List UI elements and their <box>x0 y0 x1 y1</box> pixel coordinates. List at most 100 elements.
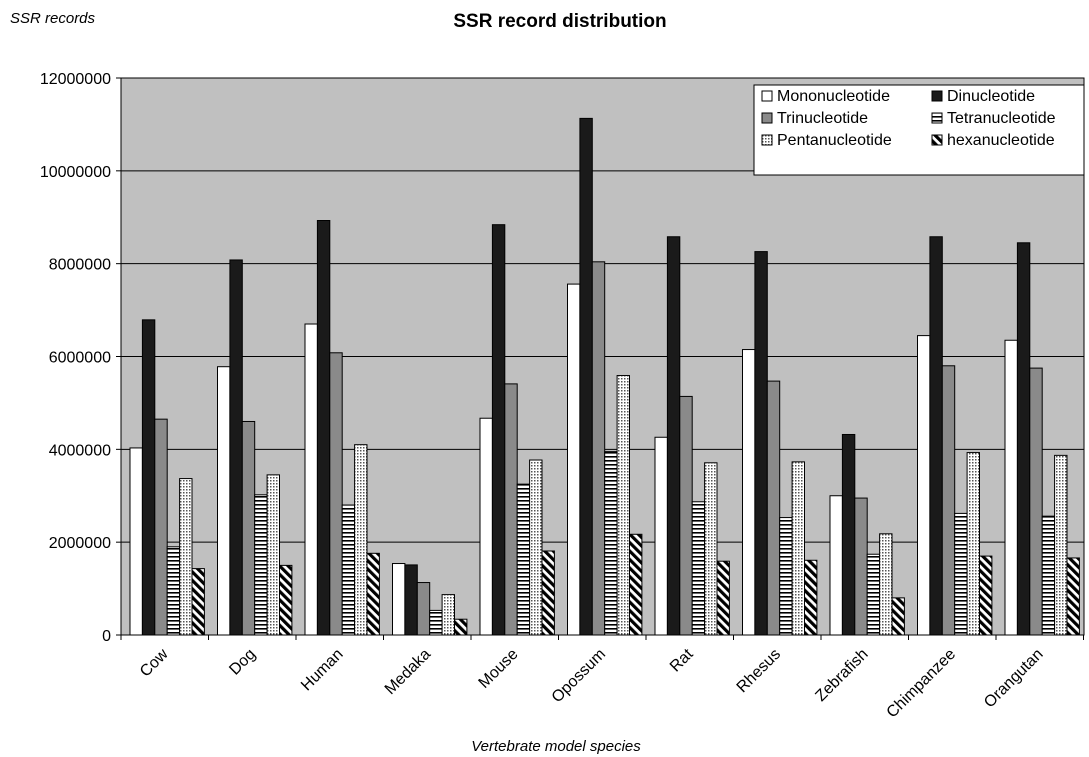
bar-orangutan-tetranucleotide <box>1041 515 1056 636</box>
bar-cow-pentanucleotide <box>179 478 193 636</box>
legend-box <box>753 84 1085 176</box>
x-tick-label-rat: Rat <box>667 645 697 675</box>
legend-label-dinucleotide: Dinucleotide <box>947 88 1035 105</box>
x-tick-label-human: Human <box>298 646 346 694</box>
bar-cow-hexanucleotide <box>191 568 205 636</box>
y-tick-label: 8000000 <box>49 257 111 274</box>
bar-medaka-mononucleotide <box>392 563 406 636</box>
bar-opossum-mononucleotide <box>567 283 581 636</box>
legend-swatch-pentanucleotide <box>761 134 773 146</box>
bar-mouse-trinucleotide <box>504 383 518 636</box>
legend-swatch-dinucleotide <box>931 90 943 102</box>
bars <box>129 117 1080 636</box>
bar-zebrafish-trinucleotide <box>854 497 868 636</box>
x-tick-label-dog: Dog <box>226 646 259 679</box>
x-tick-label-mouse: Mouse <box>476 646 522 692</box>
bar-human-dinucleotide <box>316 220 331 636</box>
bar-zebrafish-dinucleotide <box>841 433 856 636</box>
bar-orangutan-dinucleotide <box>1016 242 1031 636</box>
y-tick-label: 2000000 <box>49 535 111 552</box>
x-ticks: Cow Dog Human Medaka Mouse Opossum Rat Rhesus Ze… <box>120 635 1084 722</box>
x-tick-label-cow: Cow <box>137 645 172 680</box>
legend-swatch-trinucleotide <box>761 112 773 124</box>
bar-cow-trinucleotide <box>154 418 168 636</box>
x-tick-label-chimpanzee: Chimpanzee <box>884 646 960 722</box>
x-axis-label: Vertebrate model species <box>471 738 641 755</box>
bar-zebrafish-tetranucleotide <box>866 553 881 636</box>
x-tick-label-opossum: Opossum <box>549 646 609 706</box>
legend-label-mononucleotide: Mononucleotide <box>777 88 890 105</box>
x-tick-label-medaka: Medaka <box>382 646 434 698</box>
bar-cow-dinucleotide <box>141 319 156 636</box>
bar-chimpanzee-hexanucleotide <box>979 555 993 636</box>
legend-swatch-hexanucleotide <box>931 134 943 146</box>
bar-zebrafish-hexanucleotide <box>891 597 905 636</box>
bar-medaka-trinucleotide <box>416 582 431 636</box>
x-tick-label-zebrafish: Zebrafish <box>812 646 871 705</box>
y-tick-label: 4000000 <box>49 442 111 459</box>
x-tick-label-orangutan: Orangutan <box>981 646 1046 711</box>
y-tick-label: 6000000 <box>49 350 111 367</box>
bar-medaka-tetranucleotide <box>429 609 443 636</box>
legend-swatch-mononucleotide <box>761 90 773 102</box>
y-tick-label: 10000000 <box>40 164 111 181</box>
bar-mouse-pentanucleotide <box>529 459 543 636</box>
bar-dog-dinucleotide <box>229 259 243 636</box>
bar-rhesus-hexanucleotide <box>804 559 818 636</box>
bar-rat-trinucleotide <box>679 395 693 636</box>
y-axis-label: SSR records <box>10 10 96 27</box>
bar-human-mononucleotide <box>304 323 318 636</box>
x-tick-label-rhesus: Rhesus <box>734 646 784 696</box>
bar-human-trinucleotide <box>329 352 343 636</box>
bar-human-tetranucleotide <box>341 504 356 636</box>
bar-human-hexanucleotide <box>366 552 380 636</box>
bar-mouse-mononucleotide <box>479 417 493 636</box>
bar-rhesus-dinucleotide <box>754 251 768 636</box>
bar-rhesus-pentanucleotide <box>791 461 805 636</box>
bar-rhesus-mononucleotide <box>742 349 756 636</box>
legend-label-hexanucleotide: hexanucleotide <box>947 132 1055 149</box>
bar-opossum-hexanucleotide <box>629 533 643 636</box>
bar-opossum-trinucleotide <box>591 261 606 636</box>
bar-zebrafish-mononucleotide <box>829 495 843 636</box>
y-ticks: 0 2000000 4000000 6000000 8000000 10000000 120… <box>40 71 121 645</box>
bar-orangutan-mononucleotide <box>1004 339 1018 636</box>
legend-label-trinucleotide: Trinucleotide <box>777 110 868 127</box>
bar-rat-tetranucleotide <box>691 501 706 636</box>
bar-rat-pentanucleotide <box>704 462 718 636</box>
bar-mouse-tetranucleotide <box>516 483 531 636</box>
bar-opossum-dinucleotide <box>579 117 593 636</box>
bar-dog-tetranucleotide <box>254 494 268 636</box>
bar-orangutan-pentanucleotide <box>1054 454 1068 636</box>
bar-medaka-dinucleotide <box>404 564 418 636</box>
bar-orangutan-hexanucleotide <box>1066 557 1080 636</box>
legend: Mononucleotide Dinucleotide Trinucleotide T… <box>753 84 1085 176</box>
bar-human-pentanucleotide <box>354 444 368 636</box>
legend-swatch-tetranucleotide <box>931 112 943 124</box>
y-tick-label: 12000000 <box>40 71 111 88</box>
bar-rat-dinucleotide <box>666 236 681 636</box>
bar-mouse-hexanucleotide <box>541 550 555 636</box>
bar-dog-hexanucleotide <box>279 564 293 636</box>
bar-medaka-hexanucleotide <box>454 618 468 636</box>
bar-dog-trinucleotide <box>241 420 256 636</box>
bar-chimpanzee-mononucleotide <box>917 335 931 636</box>
bar-opossum-pentanucleotide <box>616 375 630 636</box>
legend-label-tetranucleotide: Tetranucleotide <box>947 110 1056 127</box>
legend-label-pentanucleotide: Pentanucleotide <box>777 132 892 149</box>
bar-rat-hexanucleotide <box>716 560 730 636</box>
bar-zebrafish-pentanucleotide <box>879 533 893 636</box>
bar-cow-mononucleotide <box>129 447 143 636</box>
bar-mouse-dinucleotide <box>491 224 506 636</box>
bar-medaka-pentanucleotide <box>441 594 456 636</box>
bar-chimpanzee-tetranucleotide <box>954 512 968 636</box>
bar-chimpanzee-trinucleotide <box>941 365 956 636</box>
bar-rhesus-tetranucleotide <box>779 517 793 636</box>
y-tick-label: 0 <box>102 628 111 645</box>
bar-cow-tetranucleotide <box>166 546 181 636</box>
bar-chimpanzee-pentanucleotide <box>966 452 980 636</box>
bar-orangutan-trinucleotide <box>1029 367 1043 636</box>
bar-opossum-tetranucleotide <box>604 451 618 636</box>
bar-rhesus-trinucleotide <box>766 380 781 636</box>
